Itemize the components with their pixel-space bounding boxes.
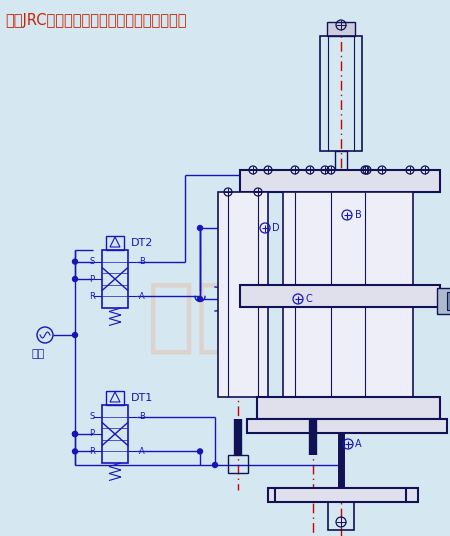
Bar: [218, 192, 268, 397]
Bar: [335, 151, 347, 181]
Bar: [320, 36, 362, 151]
Bar: [102, 250, 128, 308]
Bar: [240, 285, 440, 307]
Bar: [437, 288, 450, 314]
Circle shape: [198, 449, 203, 454]
Text: DT2: DT2: [131, 238, 153, 248]
Text: DT1: DT1: [131, 393, 153, 403]
Text: P: P: [89, 429, 94, 438]
Circle shape: [72, 431, 77, 436]
Bar: [106, 236, 124, 250]
Text: S: S: [89, 412, 94, 421]
Circle shape: [72, 431, 77, 436]
Text: #F0A870: #F0A870: [195, 317, 202, 318]
Text: S: S: [89, 257, 94, 266]
Text: D: D: [272, 223, 279, 233]
Circle shape: [72, 332, 77, 338]
Text: P: P: [89, 274, 94, 284]
Bar: [257, 397, 440, 419]
Circle shape: [72, 449, 77, 454]
Bar: [268, 488, 418, 502]
Bar: [240, 170, 440, 192]
Text: A: A: [355, 439, 362, 449]
Circle shape: [198, 226, 203, 230]
Text: R: R: [89, 447, 95, 456]
Bar: [327, 22, 355, 36]
Bar: [106, 391, 124, 405]
Text: B: B: [139, 412, 145, 421]
Text: B: B: [139, 257, 145, 266]
Bar: [247, 419, 447, 433]
Bar: [102, 405, 128, 463]
Bar: [283, 192, 413, 397]
Text: A: A: [139, 292, 145, 301]
Bar: [447, 292, 450, 310]
Circle shape: [72, 277, 77, 281]
Bar: [328, 500, 354, 530]
Circle shape: [212, 463, 217, 467]
Text: 玖容JRC总行程可调型气液增压缸气路连接图: 玖容JRC总行程可调型气液增压缸气路连接图: [5, 13, 186, 28]
Bar: [228, 455, 248, 473]
Text: 玖容: 玖容: [147, 279, 243, 357]
Circle shape: [198, 296, 203, 301]
Text: A: A: [139, 447, 145, 456]
Text: 气源: 气源: [31, 349, 44, 359]
Text: B: B: [355, 210, 362, 220]
Circle shape: [72, 259, 77, 264]
Text: C: C: [305, 294, 312, 304]
Text: R: R: [89, 292, 95, 301]
